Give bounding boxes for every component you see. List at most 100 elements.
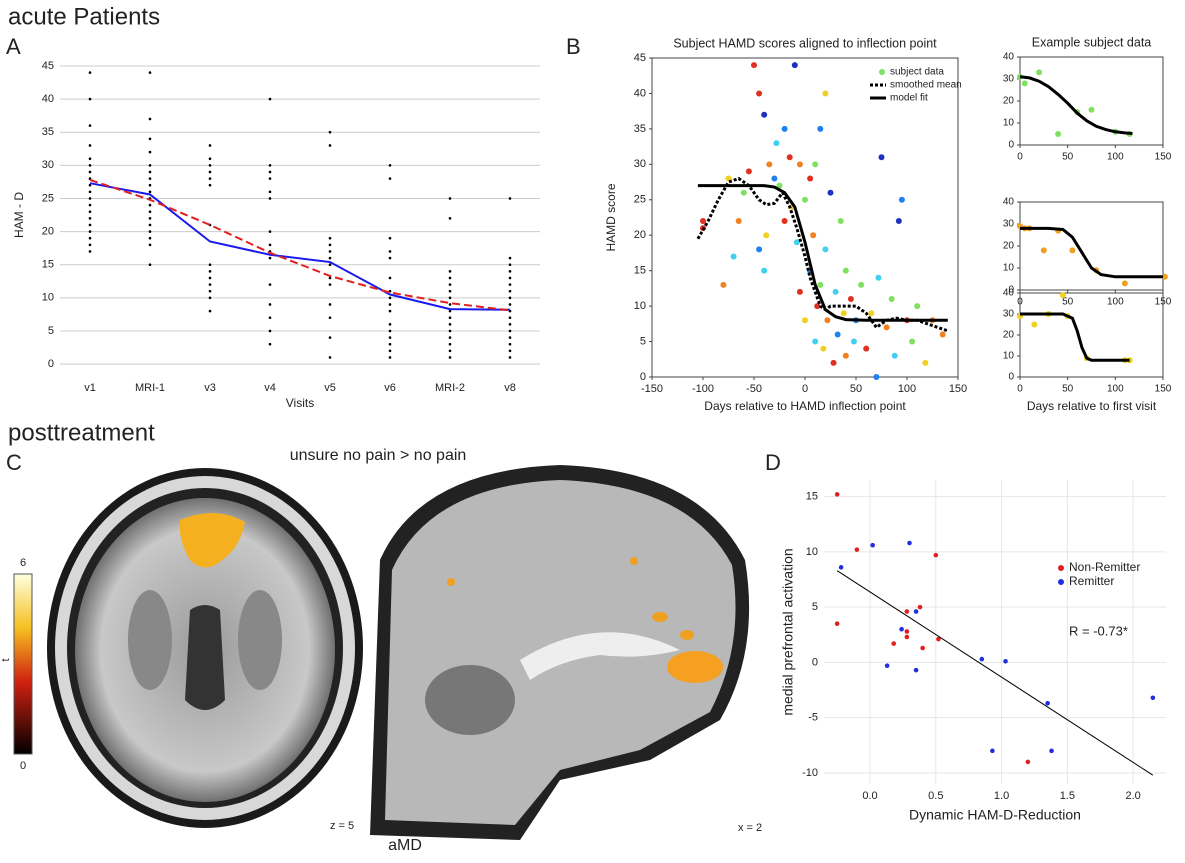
- data-point: [388, 336, 392, 339]
- data-point: [268, 316, 272, 319]
- data-point: [328, 256, 332, 260]
- chart-title: Subject HAMD scores aligned to inflectio…: [673, 36, 937, 50]
- data-point: [448, 342, 452, 346]
- data-point: [268, 303, 272, 306]
- data-point: [807, 175, 814, 182]
- y-tick-label: 10: [42, 292, 54, 304]
- x-tick-label: 100: [1107, 297, 1124, 308]
- legend-label: model fit: [890, 93, 928, 104]
- data-point: [817, 125, 824, 132]
- slice-label: z = 5: [330, 820, 354, 832]
- data-point: [388, 177, 392, 180]
- y-axis-label: HAMD score: [604, 183, 618, 251]
- data-point: [208, 183, 212, 187]
- data-point: [388, 236, 392, 240]
- y-tick-label: 10: [1003, 118, 1015, 129]
- data-point: [854, 547, 860, 552]
- data-point: [268, 283, 272, 286]
- data-point: [508, 296, 512, 300]
- y-tick-label: 10: [1003, 351, 1015, 362]
- data-point: [812, 338, 819, 345]
- data-point: [268, 197, 272, 200]
- data-point: [508, 329, 512, 333]
- data-point: [88, 236, 92, 240]
- data-point: [448, 289, 452, 293]
- data-point: [756, 246, 763, 253]
- contrast-label: unsure no pain > no pain: [290, 447, 467, 464]
- data-point: [913, 667, 919, 673]
- data-point: [148, 210, 152, 213]
- y-tick-label: -5: [808, 712, 818, 724]
- data-point: [761, 111, 768, 118]
- data-point: [875, 274, 882, 281]
- data-point: [508, 342, 512, 346]
- legend-label: smoothed mean: [890, 80, 962, 91]
- data-point: [268, 170, 272, 174]
- x-tick-label: v1: [84, 382, 96, 394]
- data-point: [834, 621, 840, 627]
- data-point: [388, 296, 392, 300]
- x-axis-label: Days relative to HAMD inflection point: [704, 399, 906, 413]
- x-axis-label: Dynamic HAM-D-Reduction: [909, 807, 1081, 823]
- y-tick-label: 0: [640, 371, 646, 383]
- data-point: [817, 281, 824, 288]
- x-tick-label: 0: [1017, 384, 1023, 395]
- y-tick-label: 40: [42, 93, 54, 105]
- data-point: [388, 303, 392, 306]
- data-point: [745, 168, 752, 175]
- fit-line: [1020, 226, 1163, 279]
- y-tick-label: -10: [802, 767, 818, 779]
- data-point: [448, 349, 452, 353]
- data-point: [858, 281, 865, 288]
- data-point: [891, 641, 897, 646]
- data-point: [208, 157, 212, 160]
- data-point: [868, 310, 875, 317]
- data-point: [814, 303, 821, 310]
- y-tick-label: 30: [1003, 309, 1015, 320]
- data-point: [796, 161, 803, 168]
- data-point: [838, 565, 844, 570]
- y-tick-label: 30: [1003, 219, 1015, 230]
- data-point: [873, 374, 880, 380]
- group-label: aMD: [388, 837, 422, 854]
- y-tick-label: 35: [634, 123, 646, 135]
- data-point: [448, 356, 452, 359]
- data-point: [796, 288, 803, 295]
- panel-letter: B: [566, 34, 581, 59]
- data-point: [870, 542, 875, 548]
- data-point: [735, 218, 742, 225]
- data-point: [148, 190, 152, 194]
- colorbar-scale: [13, 573, 33, 755]
- x-tick-label: 0.0: [862, 790, 877, 802]
- x-tick-label: 100: [898, 383, 916, 395]
- data-point: [88, 144, 92, 147]
- x-axis-label: Visits: [286, 396, 314, 410]
- x-tick-label: -50: [746, 383, 762, 395]
- data-point: [148, 236, 152, 240]
- series-line: [89, 178, 511, 312]
- y-tick-label: 0: [48, 358, 54, 370]
- data-point: [448, 217, 452, 220]
- data-point: [771, 175, 778, 182]
- data-point: [895, 218, 902, 225]
- data-point: [508, 256, 512, 260]
- data-point: [508, 283, 512, 286]
- data-point: [508, 289, 512, 293]
- y-tick-label: 5: [812, 601, 818, 613]
- data-point: [990, 748, 995, 754]
- data-point: [88, 210, 92, 213]
- data-point: [802, 317, 808, 324]
- panel-letter: D: [765, 450, 781, 475]
- data-point: [268, 243, 272, 247]
- data-point: [148, 117, 152, 121]
- data-point: [842, 267, 849, 274]
- data-point: [793, 239, 800, 246]
- y-tick-label: 20: [1003, 241, 1015, 252]
- data-point: [88, 243, 92, 247]
- data-point: [388, 323, 392, 326]
- data-point: [830, 359, 837, 366]
- data-point: [766, 161, 773, 168]
- x-tick-label: MRI-1: [135, 382, 165, 394]
- data-point: [268, 177, 272, 180]
